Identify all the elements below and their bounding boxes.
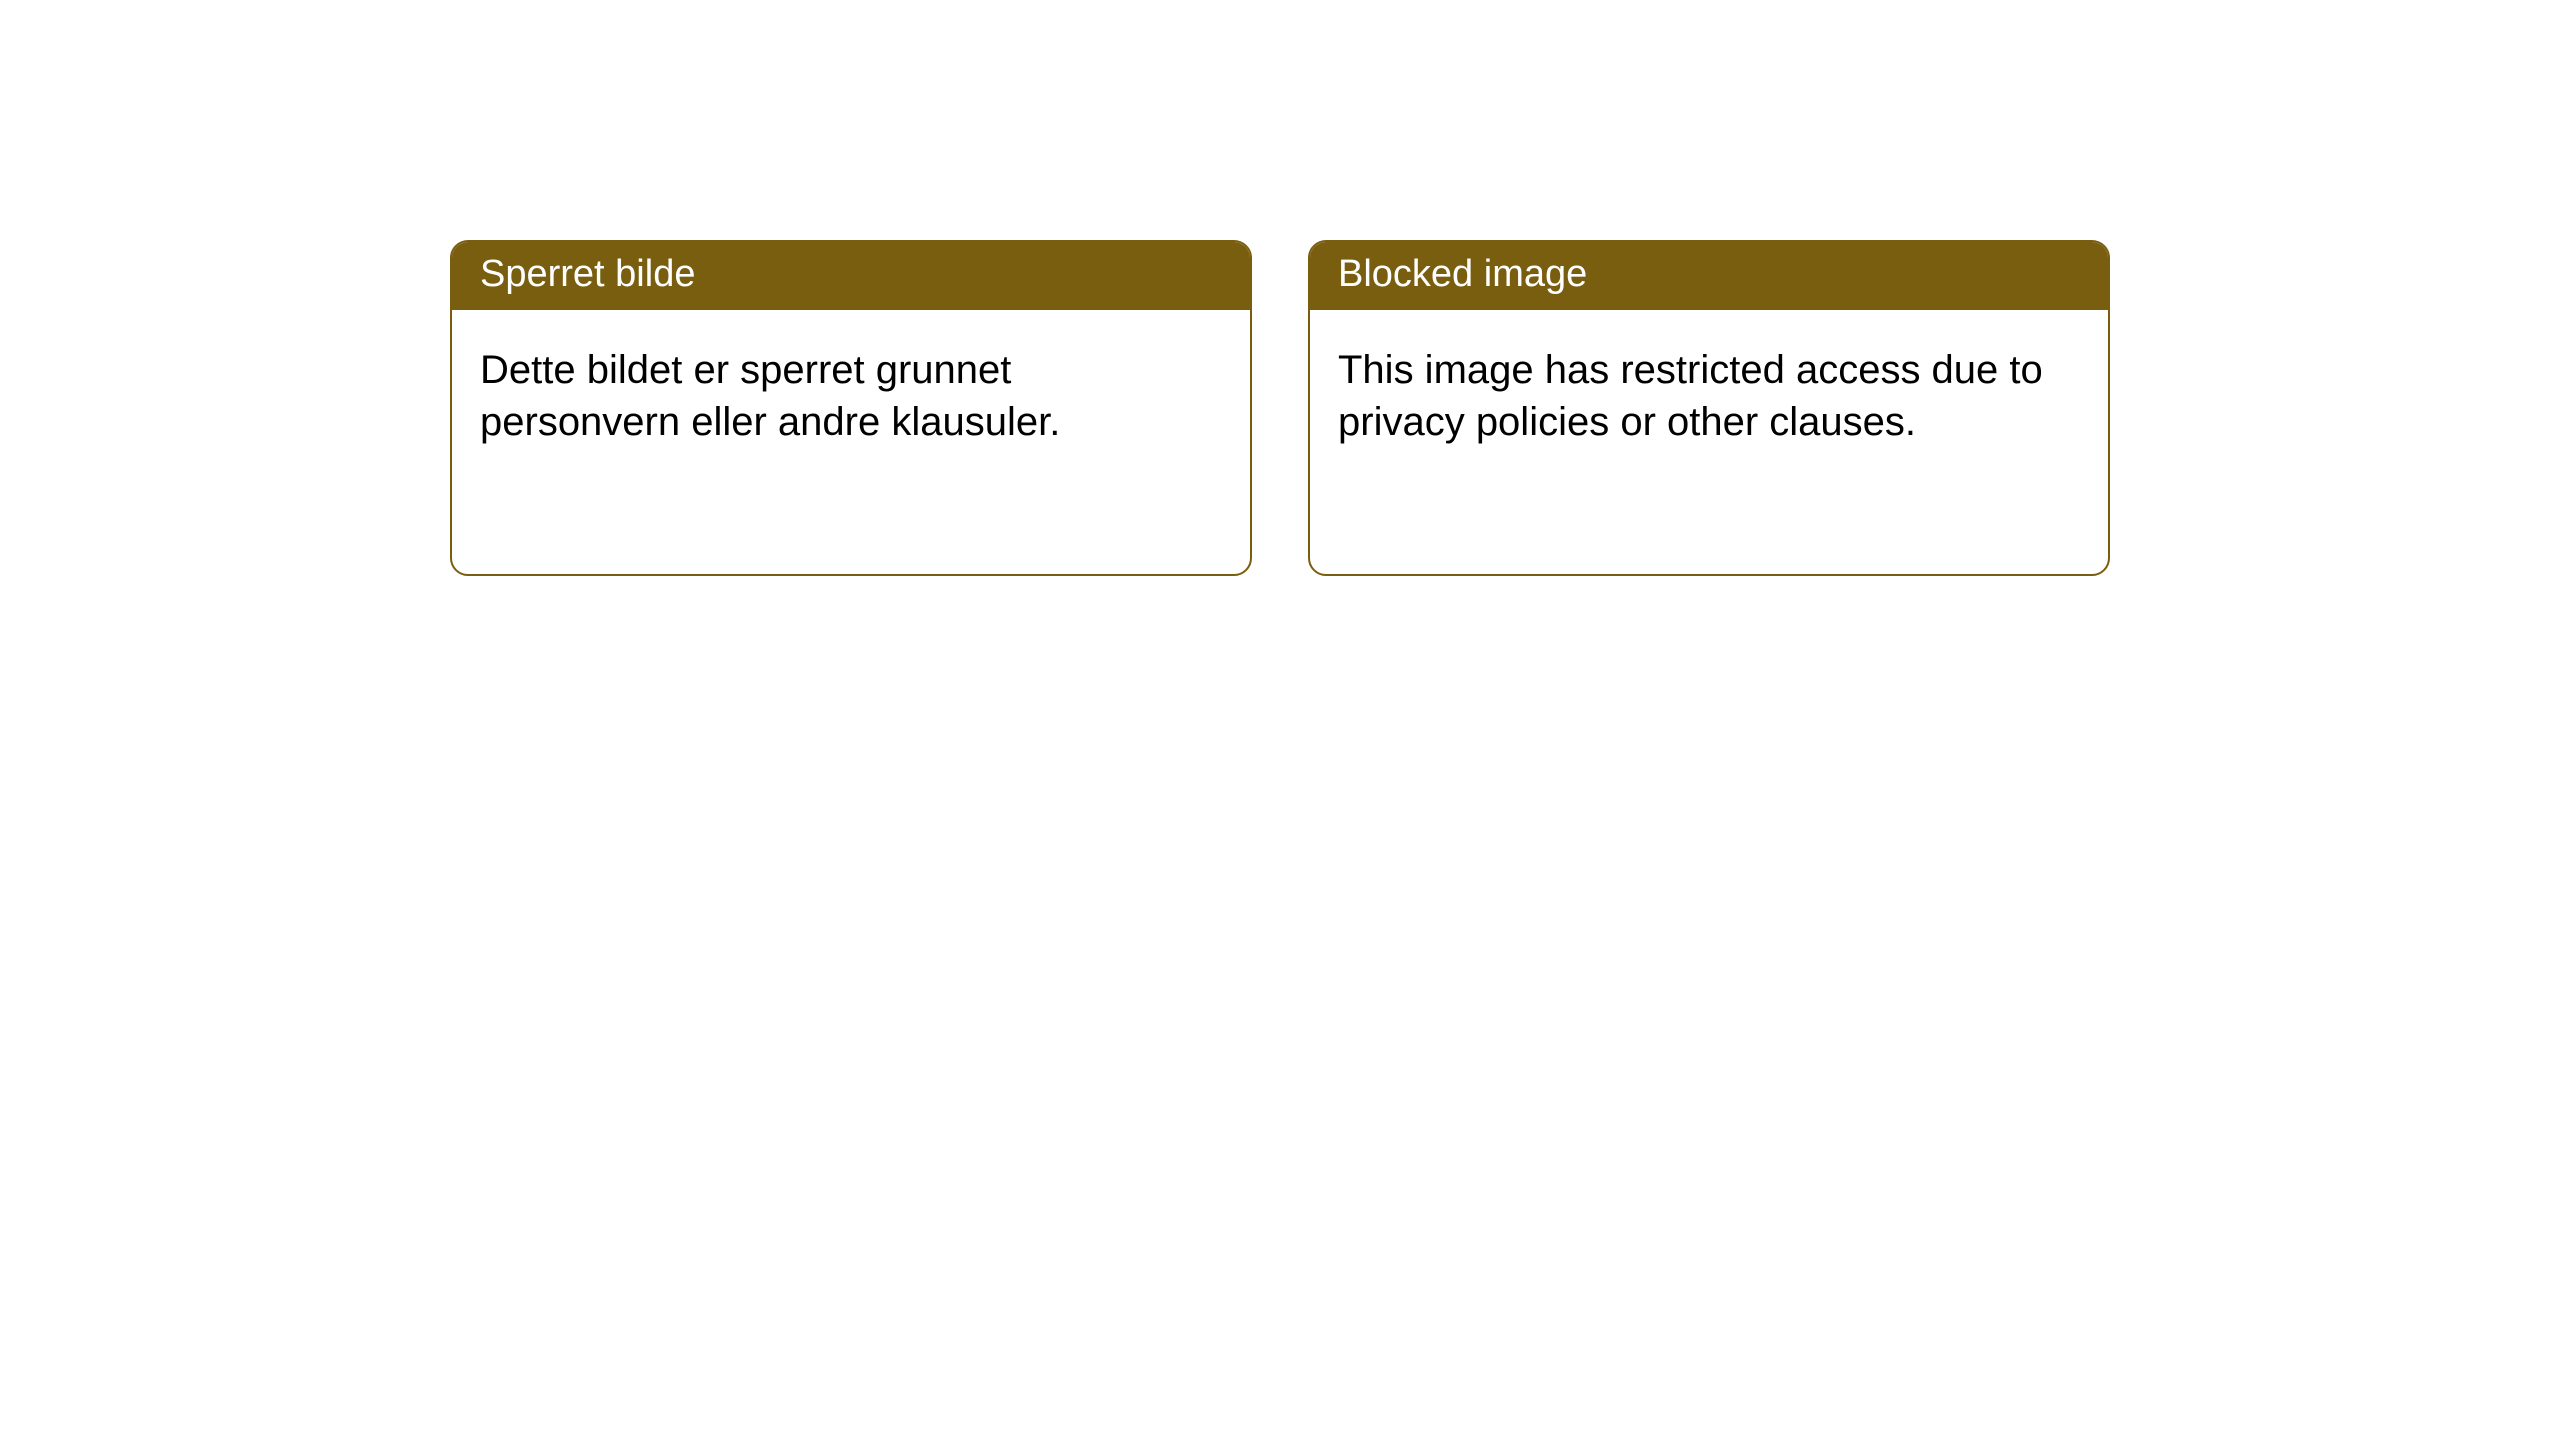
notice-card-en: Blocked image This image has restricted … — [1308, 240, 2110, 576]
notice-card-no: Sperret bilde Dette bildet er sperret gr… — [450, 240, 1252, 576]
notice-title-en: Blocked image — [1310, 242, 2108, 310]
notice-container: Sperret bilde Dette bildet er sperret gr… — [0, 0, 2560, 576]
notice-title-no: Sperret bilde — [452, 242, 1250, 310]
notice-body-en: This image has restricted access due to … — [1310, 310, 2108, 482]
notice-body-no: Dette bildet er sperret grunnet personve… — [452, 310, 1250, 482]
